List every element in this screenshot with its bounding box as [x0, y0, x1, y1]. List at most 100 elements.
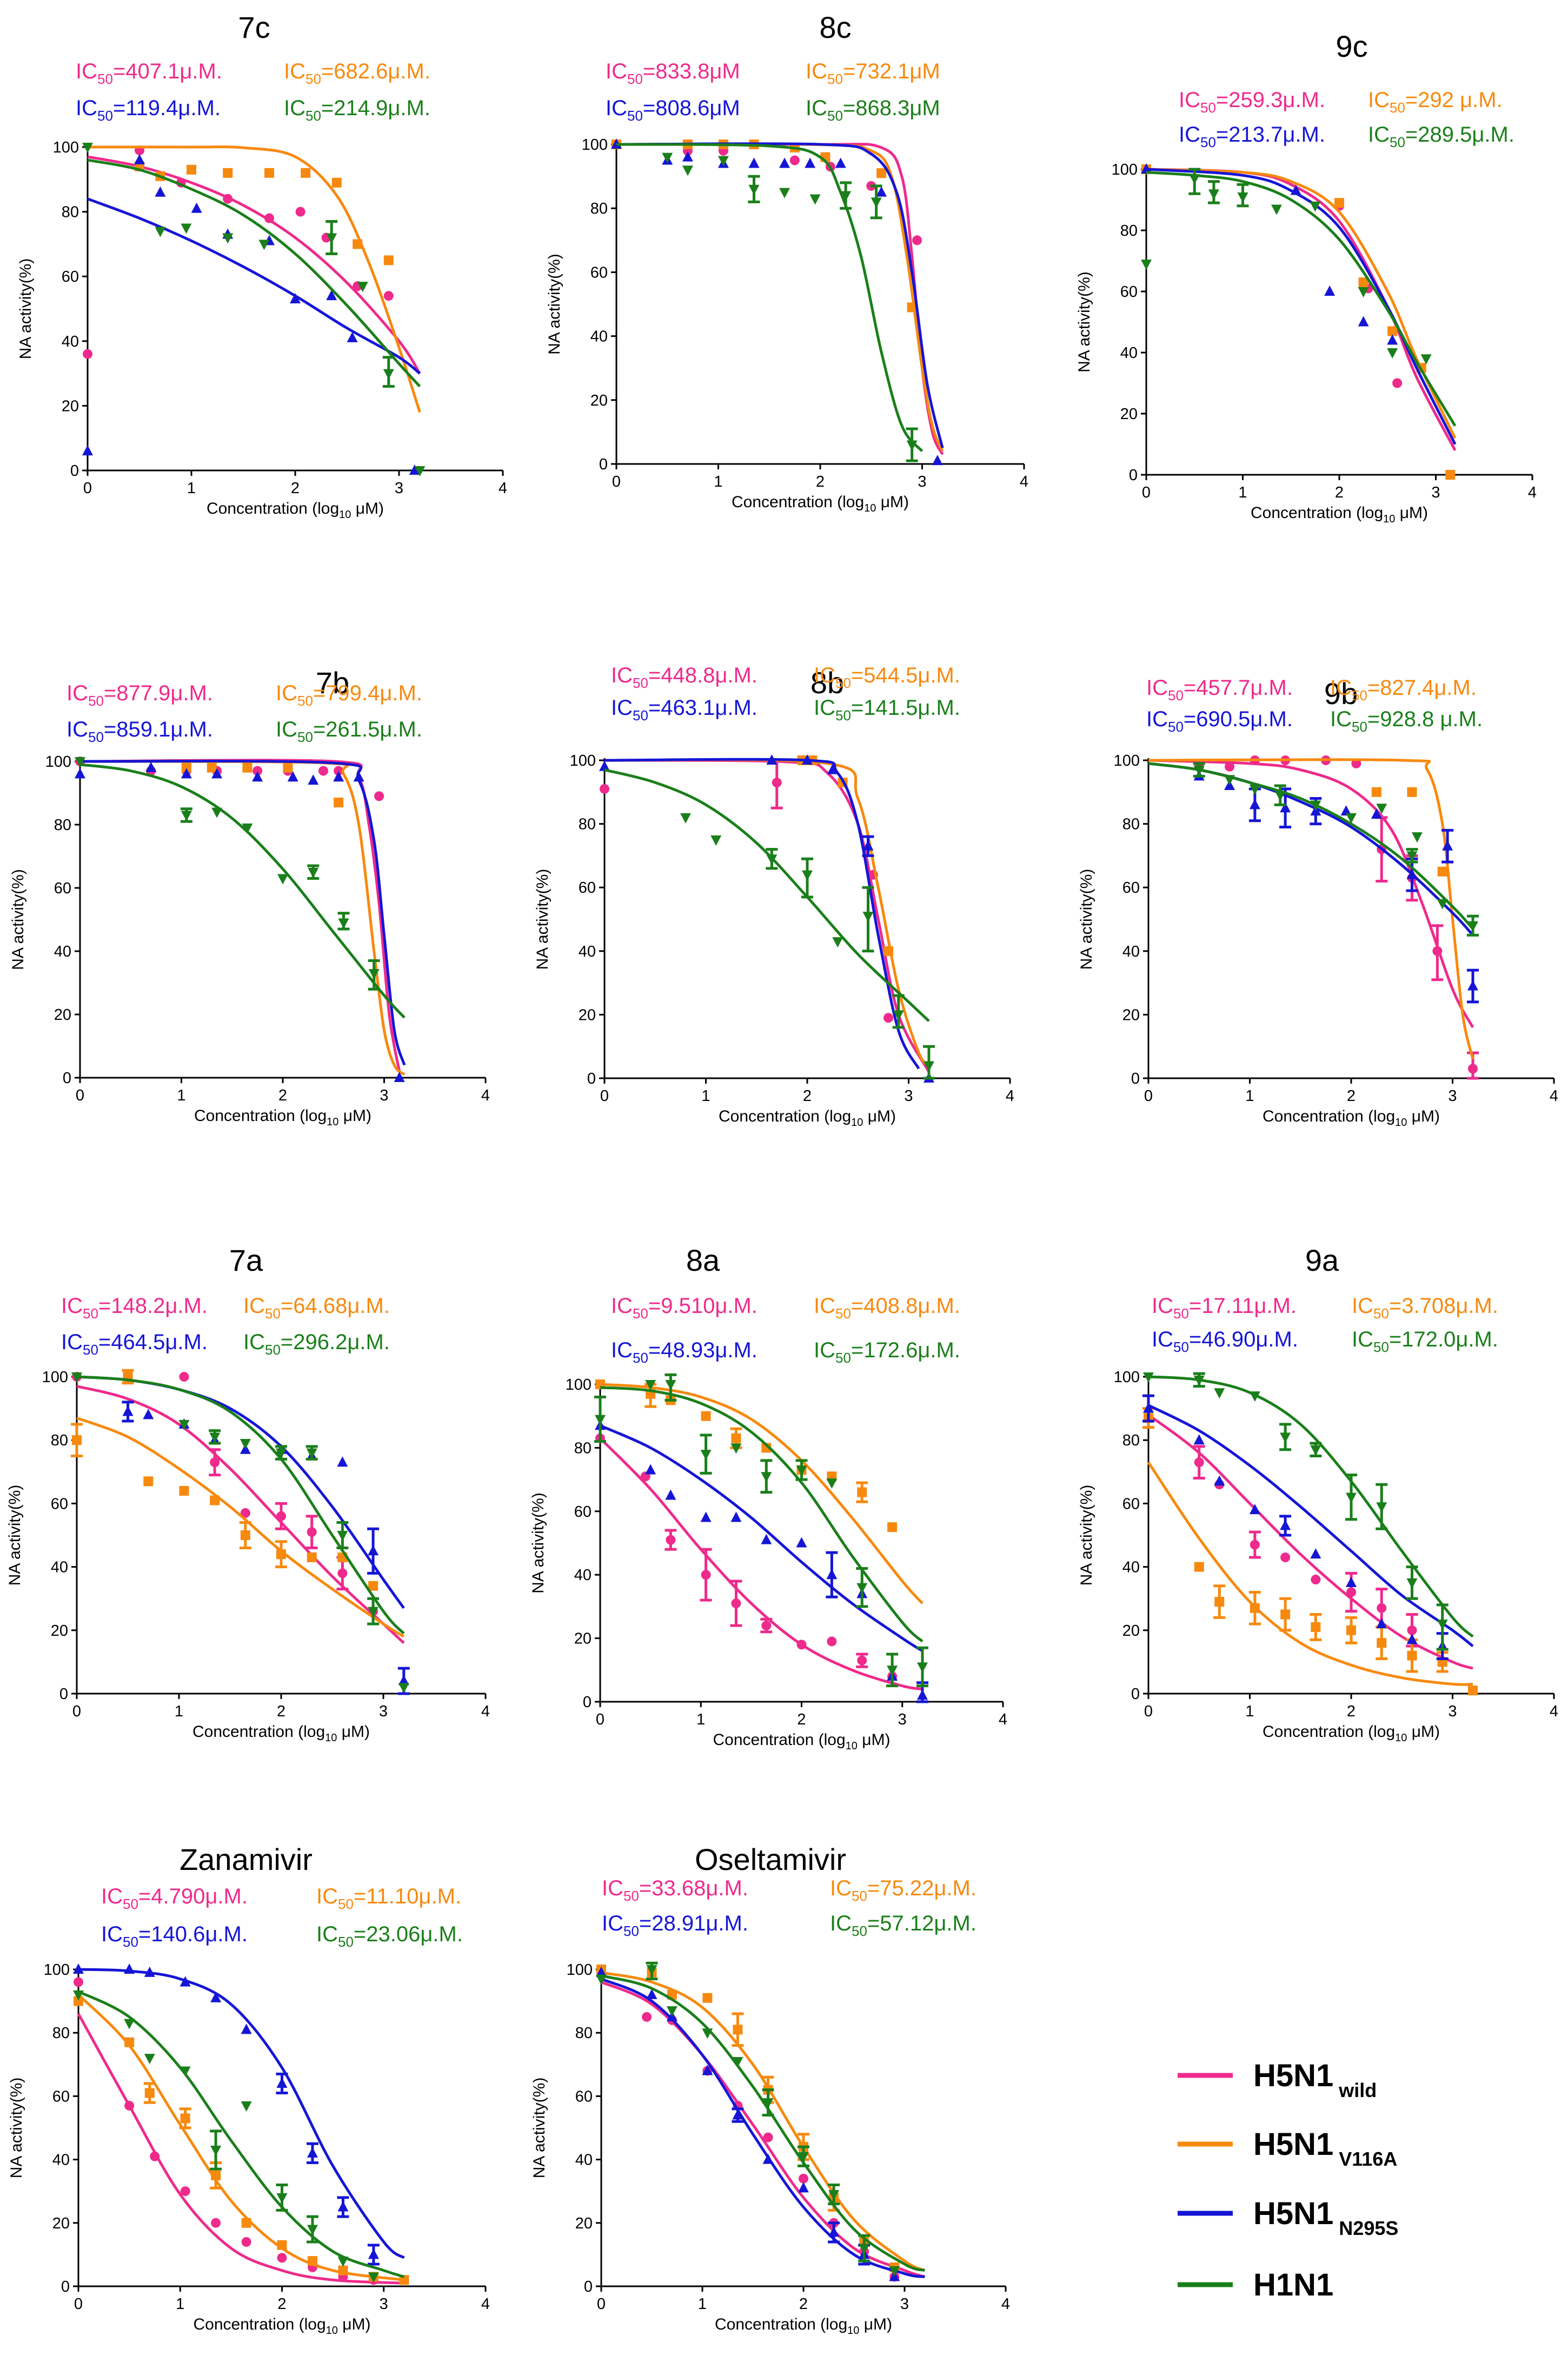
y-tick-label: 20 [579, 1006, 596, 1024]
y-tick-label: 60 [1122, 1495, 1140, 1512]
fit-curve [604, 759, 931, 1073]
y-tick-label: 40 [1122, 1559, 1140, 1576]
ic50-label: IC50=3.708μ.M. [1352, 1294, 1498, 1322]
data-point [180, 2066, 191, 2077]
data-point [318, 766, 328, 776]
y-tick-label: 100 [53, 139, 79, 156]
x-tick-label: 0 [612, 473, 621, 490]
data-point [1143, 1372, 1154, 1383]
data-point [1310, 201, 1321, 212]
x-tick-label: 0 [74, 2295, 83, 2313]
data-point [840, 191, 852, 202]
data-point [1432, 946, 1443, 956]
data-point [1437, 1620, 1448, 1630]
series-H5N1_V116A [595, 1379, 923, 1604]
data-point [1189, 174, 1200, 184]
data-point [383, 291, 394, 301]
data-point [338, 918, 349, 929]
y-tick-label: 20 [52, 2215, 70, 2232]
data-point [1334, 198, 1344, 208]
series-H5N1_N295S [75, 759, 406, 1082]
data-point [334, 766, 344, 776]
data-point [301, 168, 311, 178]
x-tick-label: 0 [597, 2295, 606, 2313]
series-H5N1_wild [83, 145, 421, 374]
x-tick-label: 0 [76, 1087, 84, 1104]
y-tick-label: 0 [584, 2278, 593, 2295]
data-point [241, 2101, 252, 2112]
data-point [1249, 1391, 1260, 1402]
data-point [599, 760, 610, 771]
data-point [798, 2152, 809, 2162]
ic50-label: IC50=48.93μ.M. [611, 1338, 758, 1366]
y-tick-label: 60 [1122, 879, 1140, 897]
series-H1N1 [75, 757, 406, 1019]
data-point [799, 2173, 808, 2184]
chart-panel-7c: 7c IC50=407.1μ.M. IC50=682.6μ.M. IC50=119.4… [17, 10, 507, 521]
series-H5N1_V116A [1141, 164, 1457, 480]
data-point [883, 1013, 893, 1023]
data-point [276, 2077, 288, 2088]
data-point [1407, 1625, 1417, 1635]
y-axis-label: NA activity(%) [529, 1492, 547, 1594]
series-H5N1_wild [1144, 1413, 1473, 1670]
data-point [835, 157, 846, 168]
y-tick-label: 100 [582, 136, 608, 154]
data-point [1445, 470, 1456, 480]
x-tick-label: 0 [83, 480, 92, 497]
fit-curve [600, 1386, 923, 1643]
x-tick-label: 3 [380, 1087, 388, 1104]
data-point [1407, 1650, 1417, 1661]
legend: H5N1 wild H5N1 V116A H5N1 N295S H1N1 [1178, 2058, 1398, 2303]
data-point [732, 2109, 743, 2120]
data-point [124, 1963, 135, 1974]
data-point [1377, 1638, 1387, 1648]
series-H5N1_wild [75, 757, 401, 1072]
series-H5N1_N295S [611, 138, 944, 466]
y-axis-label: NA activity(%) [530, 2078, 548, 2179]
y-axis-label: NA activity(%) [6, 1485, 24, 1586]
x-tick-label: 2 [278, 1087, 287, 1104]
series-H1N1 [1143, 1372, 1474, 1651]
ic50-label: IC50=544.5μ.M. [814, 664, 960, 691]
y-tick-label: 100 [1114, 752, 1140, 769]
fit-curve [87, 197, 421, 375]
data-point [827, 764, 838, 774]
data-point [145, 761, 157, 772]
x-tick-label: 1 [698, 2295, 707, 2313]
data-point [75, 768, 85, 779]
ic50-label: IC50=827.4μ.M. [1330, 676, 1477, 704]
ic50-label: IC50=33.68μ.M. [602, 1876, 748, 1904]
data-point [802, 754, 813, 765]
fit-curve [1147, 1414, 1473, 1670]
data-point [717, 156, 729, 167]
chart-panel-8b: 8b IC50=448.8μ.M. IC50=544.5μ.M. IC50=463.1… [534, 664, 1014, 1129]
y-tick-label: 100 [44, 1961, 70, 1979]
x-tick-label: 3 [918, 473, 926, 490]
x-tick-label: 0 [1144, 1087, 1153, 1105]
ic50-label: IC50=732.1μM [806, 59, 940, 87]
series-H1N1 [73, 1990, 405, 2283]
data-point [763, 2132, 773, 2142]
data-point [702, 2028, 713, 2039]
data-point [124, 2037, 135, 2047]
ic50-label: IC50=148.2μ.M. [61, 1294, 208, 1322]
data-point [932, 455, 943, 466]
data-point [887, 1522, 898, 1532]
ic50-label: IC50=690.5μ.M. [1146, 707, 1293, 735]
x-tick-label: 4 [1528, 484, 1537, 501]
data-point [155, 227, 166, 237]
data-point [287, 771, 298, 782]
ic50-label: IC50=928.8 μ.M. [1330, 707, 1483, 735]
data-point [1346, 1587, 1356, 1597]
x-tick-label: 1 [175, 1703, 183, 1720]
x-axis-label: Concentration (log10 μM) [1251, 504, 1428, 525]
data-point [240, 1508, 250, 1518]
data-point [1141, 260, 1152, 270]
data-point [701, 1411, 711, 1421]
y-tick-label: 80 [52, 2025, 70, 2042]
data-point [308, 774, 319, 785]
data-point [414, 466, 426, 476]
series-H5N1_wild [74, 1977, 409, 2285]
ic50-label: IC50=448.8μ.M. [611, 664, 758, 691]
